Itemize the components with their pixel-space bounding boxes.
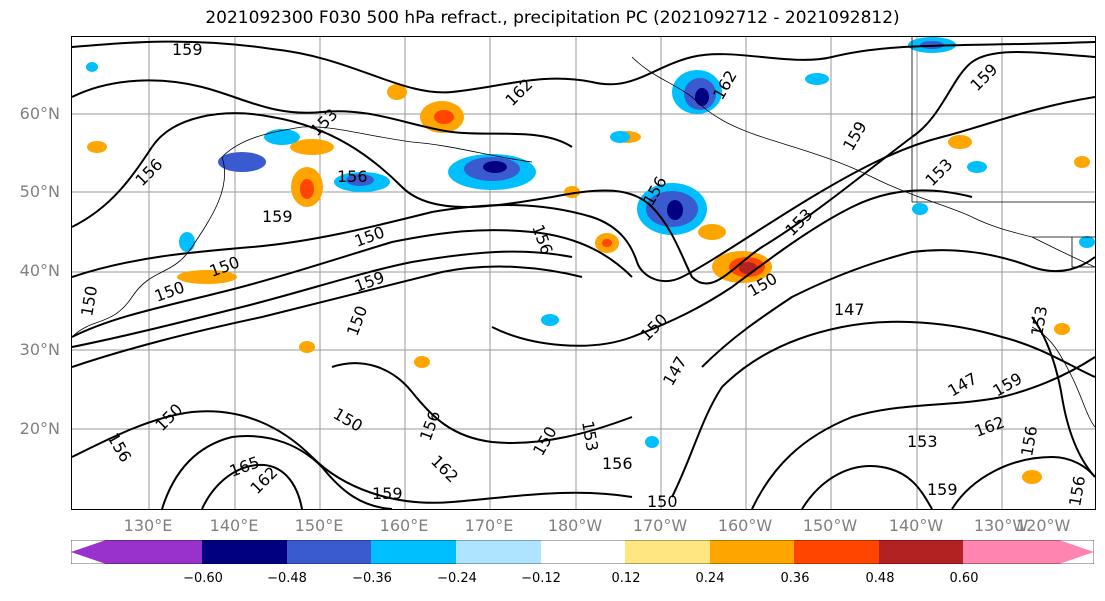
contour-label: 150 [330, 404, 366, 436]
coastlines [72, 37, 1095, 428]
lon-label-180w: 180°W [547, 516, 603, 535]
contour-label: 156 [1017, 424, 1041, 457]
contour-label: 147 [945, 369, 981, 401]
contour-label: 153 [781, 205, 816, 240]
colorbar-tick-label: 0.60 [949, 571, 979, 586]
colorbar-tick-label: 0.12 [611, 571, 641, 586]
contour-label: 150 [343, 303, 371, 338]
lon-label-170w: 170°W [632, 516, 688, 535]
contour-label: 162 [427, 451, 462, 486]
map-graphic: 159 156 153 156 159 162 150 150 159 150 … [72, 37, 1095, 509]
colorbar-segment [371, 540, 456, 564]
lon-label-120w: 120°W [1016, 516, 1071, 535]
colorbar-tick-label: −0.12 [521, 571, 561, 586]
contour-label: 150 [151, 400, 186, 435]
map-panel: 159 156 153 156 159 162 150 150 159 150 … [71, 36, 1096, 510]
colorbar-tick-label: 0.48 [865, 571, 895, 586]
lon-label-140e: 140°E [209, 516, 259, 535]
contour-label: 159 [839, 118, 871, 154]
lon-label-130e: 130°E [123, 516, 173, 535]
contour-label: 159 [262, 207, 293, 226]
colorbar-segment [963, 540, 1094, 564]
lat-label-30n: 30°N [19, 340, 60, 359]
lon-label-160e: 160°E [379, 516, 429, 535]
colorbar-segment [287, 540, 371, 564]
contour-label: 156 [1065, 474, 1089, 507]
lon-label-160w: 160°W [717, 516, 773, 535]
colorbar-segment [794, 540, 879, 564]
contour-label: 156 [602, 454, 633, 473]
lon-label-140w: 140°W [888, 516, 944, 535]
colorbar-tick-label: −0.36 [352, 571, 392, 586]
contour-label: 159 [927, 480, 958, 499]
lat-label-50n: 50°N [19, 182, 60, 201]
contour-label: 147 [834, 300, 865, 319]
lat-label-40n: 40°N [19, 261, 60, 280]
contour-label: 156 [104, 430, 136, 466]
map-title: 2021092300 F030 500 hPa refract., precip… [205, 8, 900, 28]
contour-label: 156 [337, 167, 368, 186]
contour-label: 150 [529, 423, 561, 459]
colorbar-tick-label: −0.60 [183, 571, 223, 586]
contour-label: 153 [907, 432, 938, 451]
colorbar-segment [625, 540, 710, 564]
lon-label-150w: 150°W [802, 516, 858, 535]
colorbar-segment [456, 540, 541, 564]
colorbar-tick-label: −0.48 [267, 571, 307, 586]
contour-lines [72, 40, 1095, 509]
colorbar-segment [202, 540, 287, 564]
contour-label: 156 [416, 408, 444, 443]
colorbar-tick-label: 0.24 [695, 571, 725, 586]
lon-label-170e: 170°E [464, 516, 514, 535]
lon-label-150e: 150°E [294, 516, 344, 535]
lat-label-60n: 60°N [19, 104, 60, 123]
contour-label: 150 [636, 310, 671, 345]
contour-label: 153 [578, 419, 602, 452]
contour-label: 150 [77, 284, 101, 317]
lat-label-20n: 20°N [19, 419, 60, 438]
lon-label-130w: 130°W [973, 516, 1029, 535]
colorbar-segment [71, 540, 202, 564]
colorbar-tick-label: −0.24 [437, 571, 477, 586]
colorbar-segment [710, 540, 794, 564]
contour-label: 159 [172, 40, 203, 59]
colorbar [71, 540, 1094, 564]
contour-label: 153 [1027, 304, 1051, 337]
contour-label: 150 [647, 492, 678, 509]
contour-label: 159 [372, 484, 403, 503]
colorbar-tick-label: 0.36 [780, 571, 810, 586]
precipitation-shading [86, 37, 1095, 484]
contour-label: 159 [966, 60, 1001, 95]
contour-label: 156 [131, 155, 166, 190]
contour-label: 153 [921, 155, 956, 190]
contour-label: 150 [352, 222, 387, 250]
colorbar-segment [879, 540, 963, 564]
colorbar-segment [541, 540, 625, 564]
contour-label: 153 [306, 105, 341, 140]
contour-label: 147 [659, 353, 691, 389]
